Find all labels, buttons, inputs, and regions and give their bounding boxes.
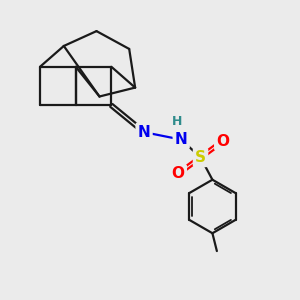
Text: N: N xyxy=(175,132,188,147)
Text: N: N xyxy=(138,125,150,140)
Text: O: O xyxy=(216,134,229,148)
Text: O: O xyxy=(172,166,185,181)
Text: H: H xyxy=(172,115,182,128)
Text: S: S xyxy=(195,150,206,165)
